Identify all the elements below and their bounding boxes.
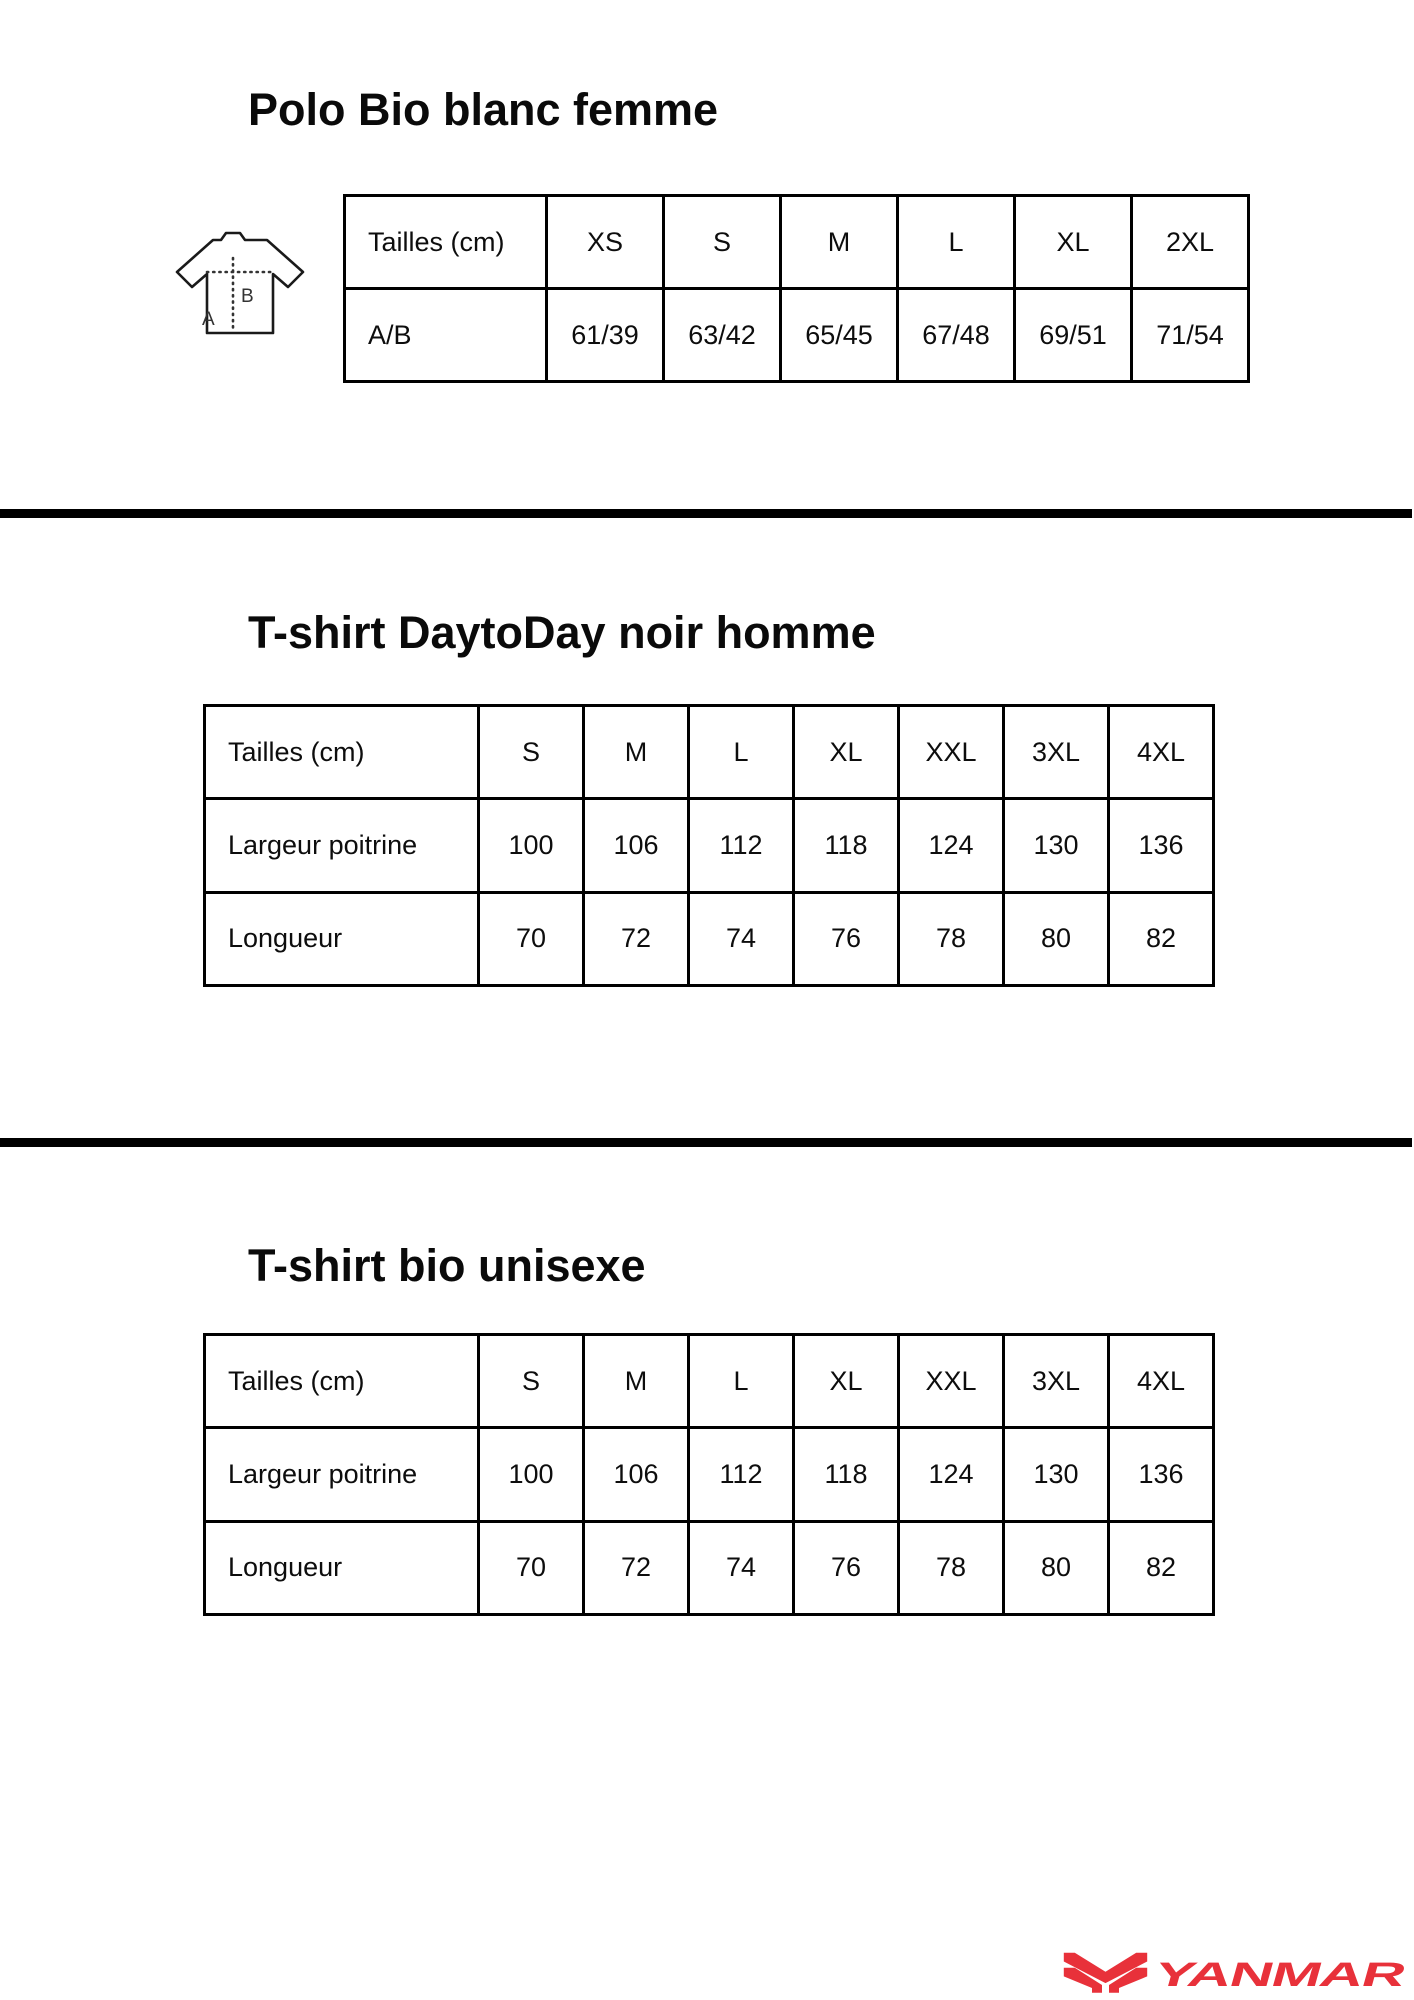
svg-text:A: A	[202, 309, 215, 330]
svg-text:YANMAR: YANMAR	[1150, 1956, 1410, 1993]
svg-text:B: B	[241, 286, 254, 307]
